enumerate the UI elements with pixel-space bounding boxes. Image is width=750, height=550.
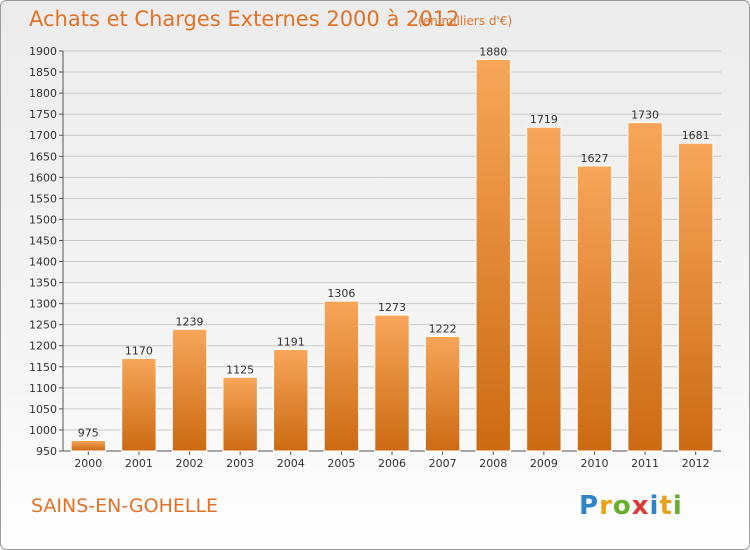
bar (576, 165, 613, 452)
data-label: 1880 (479, 45, 507, 58)
y-tick-label: 1600 (29, 171, 57, 184)
x-tick-label: 2011 (631, 457, 659, 470)
data-label: 1170 (125, 344, 153, 357)
y-tick-label: 1300 (29, 298, 57, 311)
y-tick-label: 1550 (29, 192, 57, 205)
y-tick-label: 1700 (29, 129, 57, 142)
logo-letter: t (659, 491, 673, 521)
bar (273, 349, 309, 452)
bar (70, 439, 107, 452)
y-tick-label: 1350 (29, 277, 57, 290)
bar (323, 300, 360, 452)
x-tick-label: 2006 (378, 457, 406, 470)
y-tick-label: 1050 (29, 403, 57, 416)
logo-letter: r (599, 491, 613, 521)
bar (374, 314, 410, 452)
bar (121, 357, 157, 452)
y-tick-label: 1900 (29, 45, 57, 58)
y-tick-label: 1100 (29, 382, 57, 395)
y-tick-label: 1200 (29, 340, 57, 353)
data-label: 1222 (429, 322, 457, 335)
y-tick-label: 1500 (29, 213, 57, 226)
x-tick-label: 2012 (682, 457, 710, 470)
y-tick-label: 1800 (29, 87, 57, 100)
bar (475, 58, 511, 452)
logo-letter: P (579, 491, 600, 521)
town-name: SAINS-EN-GOHELLE (31, 495, 219, 517)
data-label: 1125 (226, 363, 254, 376)
chart-title: Achats et Charges Externes 2000 à 2012 (29, 7, 460, 31)
bar (677, 142, 714, 452)
data-label: 1627 (580, 152, 608, 165)
x-tick-label: 2004 (277, 457, 305, 470)
y-tick-label: 1400 (29, 256, 57, 269)
x-tick-label: 2003 (226, 457, 254, 470)
data-label: 975 (78, 426, 99, 439)
logo-letter: o (612, 491, 632, 521)
x-tick-label: 2009 (530, 457, 558, 470)
x-tick-label: 2000 (74, 457, 102, 470)
y-tick-label: 1450 (29, 234, 57, 247)
x-tick-label: 2001 (125, 457, 153, 470)
y-tick-label: 1650 (29, 150, 57, 163)
labels: 950 1000 1050 1100 1150 1200 1250 1300 1350 1400 1… (29, 45, 710, 470)
data-label: 1306 (327, 287, 355, 300)
data-label: 1681 (682, 129, 710, 142)
y-tick-label: 1850 (29, 66, 57, 79)
bar (424, 335, 461, 452)
y-tick-label: 1750 (29, 108, 57, 121)
y-tick-label: 1250 (29, 319, 57, 332)
proxiti-logo[interactable]: Proxiti (579, 491, 683, 521)
x-tick-label: 2010 (580, 457, 608, 470)
x-tick-label: 2005 (327, 457, 355, 470)
y-tick-label: 1000 (29, 424, 57, 437)
y-tick-label: 1150 (29, 361, 57, 374)
x-tick-label: 2002 (176, 457, 204, 470)
logo-letter: i (672, 491, 683, 521)
bar (526, 126, 562, 452)
logo-letter: x (631, 491, 650, 521)
data-label: 1719 (530, 113, 558, 126)
data-label: 1239 (176, 315, 204, 328)
data-label: 1191 (277, 336, 305, 349)
data-label: 1730 (631, 109, 659, 122)
y-tick-label: 950 (36, 445, 57, 458)
bars (70, 58, 714, 452)
bar (171, 328, 208, 452)
bar (627, 122, 663, 452)
chart-subtitle: (en milliers d'€) (418, 14, 513, 28)
x-tick-label: 2007 (429, 457, 457, 470)
bar (222, 376, 258, 452)
data-label: 1273 (378, 301, 406, 314)
logo-letter: i (649, 491, 660, 521)
x-tick-label: 2008 (479, 457, 507, 470)
